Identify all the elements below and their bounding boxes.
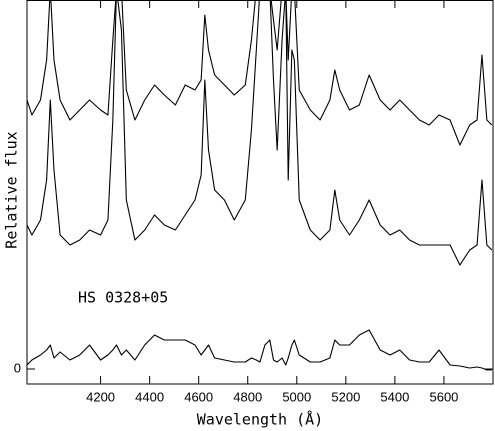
x-tick-label: 5000 xyxy=(282,389,311,404)
annotation: HS 0328+05 xyxy=(78,289,168,307)
x-tick-label: 4400 xyxy=(135,389,164,404)
x-tick-label: 4200 xyxy=(86,389,115,404)
x-tick-label: 5600 xyxy=(429,389,458,404)
x-tick-label: 5200 xyxy=(331,389,360,404)
plot-frame xyxy=(26,0,494,385)
y-tick-label: 0 xyxy=(14,360,21,375)
x-tick-label: 5400 xyxy=(380,389,409,404)
y-axis-label: Relative flux xyxy=(3,131,21,248)
x-tick-label: 4600 xyxy=(184,389,213,404)
x-tick-label: 4800 xyxy=(233,389,262,404)
spectra xyxy=(27,0,493,371)
spectrum-line xyxy=(27,0,493,266)
spectrum-line xyxy=(27,329,492,371)
spectrum-line xyxy=(27,0,493,146)
x-axis-label: Wavelength (Å) xyxy=(197,410,323,429)
